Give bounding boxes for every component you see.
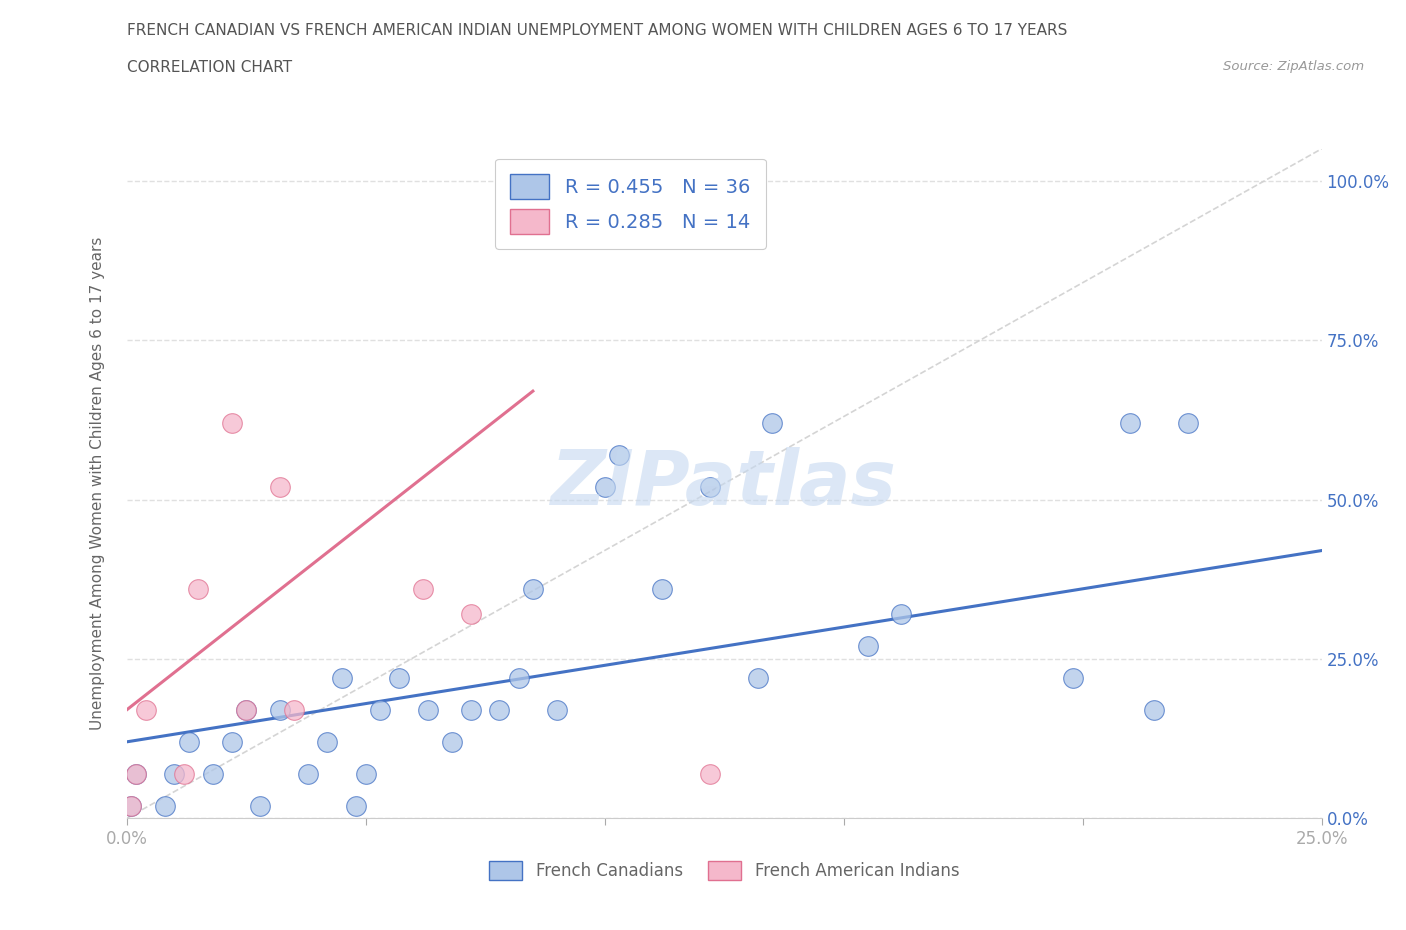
Text: ZIPatlas: ZIPatlas (551, 446, 897, 521)
Point (330, 671, 353, 685)
Point (135, 702, 157, 717)
Point (344, 798, 367, 813)
Point (269, 479, 291, 494)
Point (1062, 671, 1084, 685)
Point (269, 702, 291, 717)
Point (440, 735, 463, 750)
Point (297, 766, 319, 781)
Point (283, 702, 305, 717)
Point (388, 671, 411, 685)
Point (699, 479, 721, 494)
Point (173, 766, 195, 781)
Point (747, 671, 769, 685)
Point (221, 416, 243, 431)
Point (856, 639, 879, 654)
Point (416, 702, 439, 717)
Point (890, 607, 912, 622)
Point (187, 581, 209, 596)
Point (460, 702, 482, 717)
Text: FRENCH CANADIAN VS FRENCH AMERICAN INDIAN UNEMPLOYMENT AMONG WOMEN WITH CHILDREN: FRENCH CANADIAN VS FRENCH AMERICAN INDIA… (127, 23, 1067, 38)
Point (522, 581, 544, 596)
Point (153, 798, 176, 813)
Point (555, 224, 578, 239)
Point (235, 702, 257, 717)
Text: CORRELATION CHART: CORRELATION CHART (127, 60, 291, 75)
Point (546, 702, 568, 717)
Point (201, 766, 224, 781)
Point (699, 766, 721, 781)
Text: Source: ZipAtlas.com: Source: ZipAtlas.com (1223, 60, 1364, 73)
Point (249, 798, 271, 813)
Point (368, 702, 391, 717)
Point (120, 798, 142, 813)
Point (120, 798, 142, 813)
Point (651, 581, 673, 596)
Point (508, 224, 530, 239)
Legend: French Canadians, French American Indians: French Canadians, French American Indian… (482, 855, 966, 887)
Point (221, 735, 243, 750)
Point (354, 766, 377, 781)
Point (1143, 702, 1166, 717)
Point (316, 735, 339, 750)
Point (163, 766, 186, 781)
Point (235, 702, 257, 717)
Point (177, 735, 200, 750)
Point (607, 447, 630, 462)
Point (125, 766, 148, 781)
Point (761, 416, 783, 431)
Point (508, 671, 530, 685)
Point (488, 702, 510, 717)
Point (412, 581, 434, 596)
Y-axis label: Unemployment Among Women with Children Ages 6 to 17 years: Unemployment Among Women with Children A… (90, 237, 105, 730)
Point (460, 607, 482, 622)
Point (1119, 416, 1142, 431)
Point (125, 766, 148, 781)
Point (593, 479, 616, 494)
Point (1177, 416, 1199, 431)
